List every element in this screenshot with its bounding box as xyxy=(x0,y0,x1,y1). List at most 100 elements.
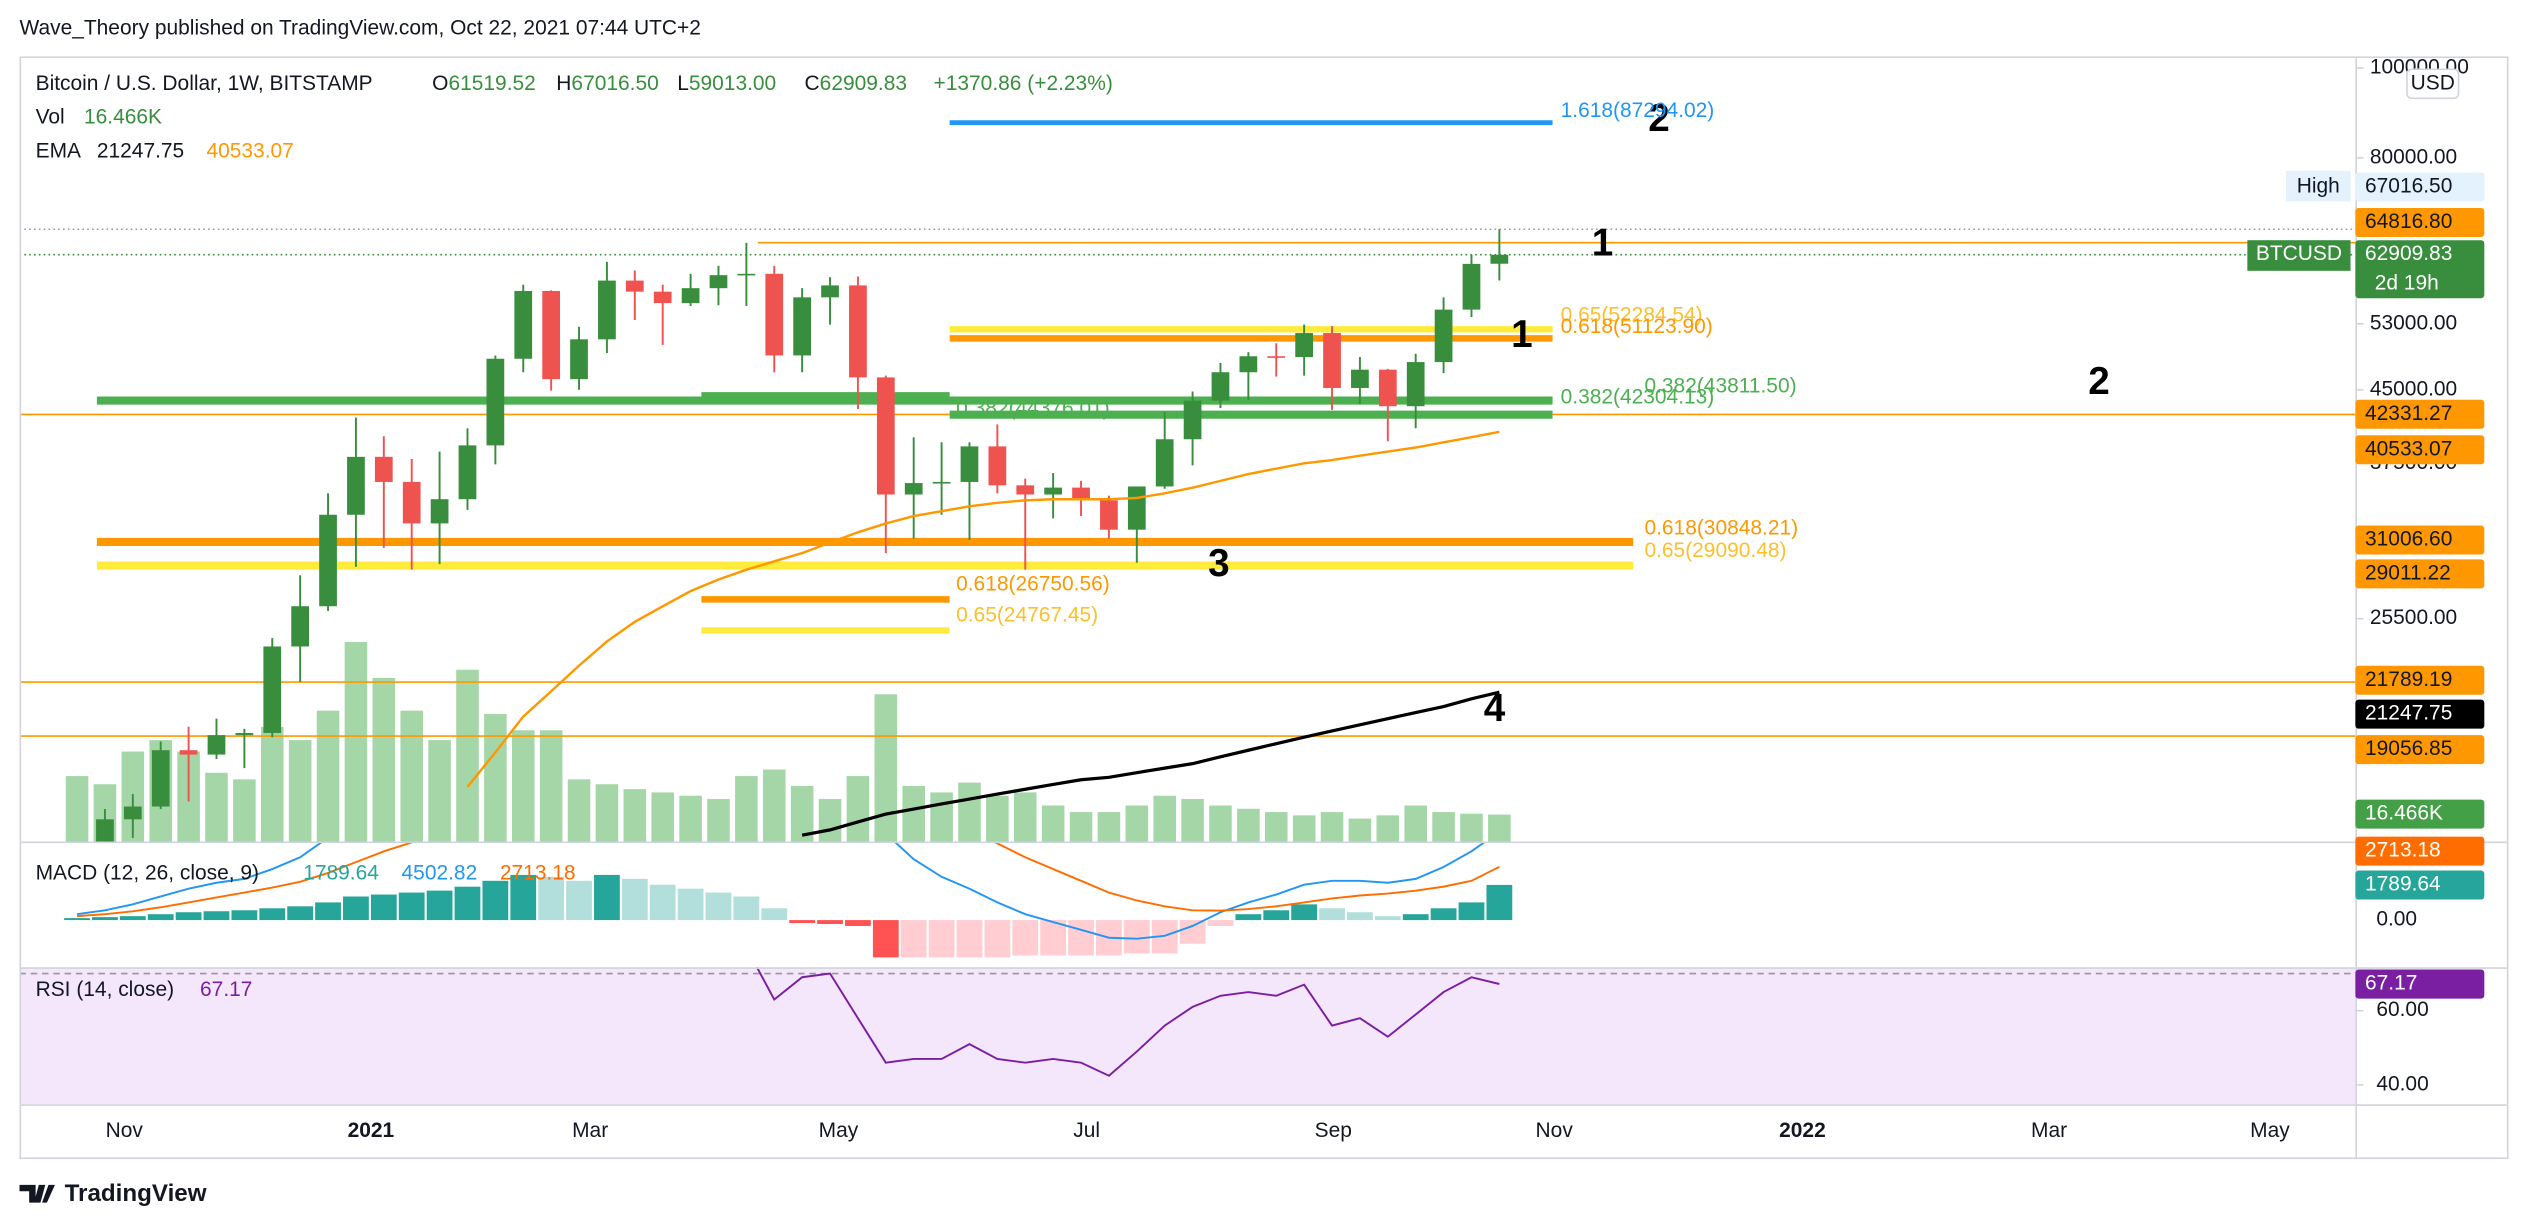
macd-histogram-bar xyxy=(817,920,843,925)
macd-histogram-bar xyxy=(119,916,146,921)
candle-body xyxy=(1072,487,1090,501)
macd-histogram-bar xyxy=(1319,908,1345,921)
vol-label: Vol xyxy=(36,105,65,128)
symbol-box xyxy=(2247,240,2351,271)
y-tick-label: 45000.00 xyxy=(2370,377,2457,400)
fib-label: 0.382(42304.13) xyxy=(1561,386,1715,409)
fib-label: 0.618(51123.90) xyxy=(1561,315,1713,338)
price-tag-label: 62909.83 xyxy=(2365,242,2452,265)
candle-body xyxy=(821,285,839,298)
x-tick-label: Mar xyxy=(2031,1119,2067,1142)
logo-mark xyxy=(19,1184,55,1203)
macd-histogram-bar xyxy=(1123,920,1150,954)
volume-bar xyxy=(428,740,451,842)
macd-histogram-bar xyxy=(761,908,788,921)
candle-body xyxy=(653,291,672,304)
volume-bar xyxy=(1209,805,1232,842)
countdown: 2d 19h xyxy=(2375,271,2439,294)
candle-body xyxy=(123,806,142,820)
price-tag xyxy=(2355,207,2485,237)
wave-label: 3 xyxy=(1208,542,1230,585)
volume-bar xyxy=(623,789,647,842)
currency-button[interactable] xyxy=(2406,68,2460,100)
rsi-background xyxy=(19,967,2356,1105)
macd-histogram-bar xyxy=(733,896,760,921)
fib-label: 0.65(24767.45) xyxy=(956,603,1098,626)
macd-value: 2713.18 xyxy=(500,861,576,884)
macd-histogram-bar xyxy=(315,902,341,921)
high-box xyxy=(2286,170,2351,202)
macd-histogram-bar xyxy=(677,888,704,921)
candle-body xyxy=(570,339,588,380)
price-tag-label: 21789.19 xyxy=(2365,668,2452,691)
price-tag-label: 19056.85 xyxy=(2365,737,2452,760)
rsi-label: RSI (14, close) xyxy=(36,977,174,1000)
high-label: High xyxy=(2297,175,2340,198)
volume-bar xyxy=(790,785,814,842)
vol-value: 16.466K xyxy=(84,105,162,128)
macd-histogram-bar xyxy=(1458,902,1485,921)
candle-body xyxy=(291,606,310,647)
price-tag xyxy=(2355,969,2485,999)
macd-histogram-bar xyxy=(845,920,871,926)
price-tag-label: 16.466K xyxy=(2365,802,2443,825)
macd-pane xyxy=(64,874,1513,958)
volume-bar xyxy=(316,710,340,842)
x-tick-label: Mar xyxy=(572,1119,608,1142)
price-tag-label: 31006.60 xyxy=(2365,528,2452,551)
macd-tick-label: 0.00 xyxy=(2376,908,2417,931)
candle-body xyxy=(960,446,979,482)
candle-body xyxy=(458,445,477,500)
candle-body xyxy=(1490,254,1509,264)
brand-logo[interactable]: TradingView xyxy=(19,1180,207,1207)
ema-long xyxy=(801,690,1500,837)
price-tag-label: 67.17 xyxy=(2365,972,2417,995)
volume-bar xyxy=(539,730,563,842)
volume-bar xyxy=(818,798,842,842)
volume-bar xyxy=(930,792,953,842)
legend-volume: Vol 16.466K xyxy=(36,105,162,128)
legend-ema: EMA 21247.75 40533.07 xyxy=(36,139,294,162)
macd-line xyxy=(76,841,1488,940)
candle-body xyxy=(1183,400,1202,440)
y-tick-label: 80000.00 xyxy=(2370,145,2457,168)
macd-histogram-bar xyxy=(482,880,509,921)
macd-histogram-bar xyxy=(1486,884,1513,921)
fib-label: 0.618(26750.56) xyxy=(956,573,1110,596)
candle-body xyxy=(793,297,812,356)
macd-histogram-bar xyxy=(1374,916,1401,921)
rsi-tick-label: 40.00 xyxy=(2376,1072,2428,1095)
y-tick-label: 53000.00 xyxy=(2370,311,2457,334)
volume-bar xyxy=(1013,792,1037,842)
candle-body xyxy=(1462,263,1481,310)
rsi-line-group xyxy=(755,967,1500,1077)
price-tag xyxy=(2355,699,2485,729)
x-tick-label: 2021 xyxy=(348,1119,395,1142)
wave-label: 1 xyxy=(1511,313,1533,356)
macd-histogram-bar xyxy=(426,890,453,921)
candle-body xyxy=(1434,309,1453,363)
candle-body xyxy=(1378,369,1397,407)
price-tag-label: 42331.27 xyxy=(2365,402,2452,425)
volume-bar xyxy=(288,740,312,842)
macd-histogram-bar xyxy=(1012,920,1039,956)
candle-body xyxy=(402,481,421,524)
price-tag xyxy=(2355,735,2485,765)
macd-histogram-bar xyxy=(175,912,202,921)
fib-label: 0.382(44376.01) xyxy=(956,397,1110,420)
legend-ohlc: Bitcoin / U.S. Dollar, 1W, BITSTAMP O615… xyxy=(36,71,1113,94)
volume-bar xyxy=(372,677,396,842)
candle-body xyxy=(430,499,449,524)
candle-body xyxy=(347,456,365,515)
candle-body xyxy=(1406,362,1425,407)
ohlc-key: H xyxy=(556,71,571,94)
ema-value: 21247.75 xyxy=(97,139,184,162)
x-tick-label: Jul xyxy=(1073,1119,1100,1142)
volume-bar xyxy=(1237,808,1260,842)
macd-value: 1789.64 xyxy=(303,861,379,884)
macd-histogram-bar xyxy=(789,920,816,924)
wave-label: 2 xyxy=(1648,97,1670,140)
fib-label: 0.65(29090.48) xyxy=(1644,539,1786,562)
macd-histogram-bar xyxy=(705,892,732,921)
ema-short-group xyxy=(466,430,1500,788)
